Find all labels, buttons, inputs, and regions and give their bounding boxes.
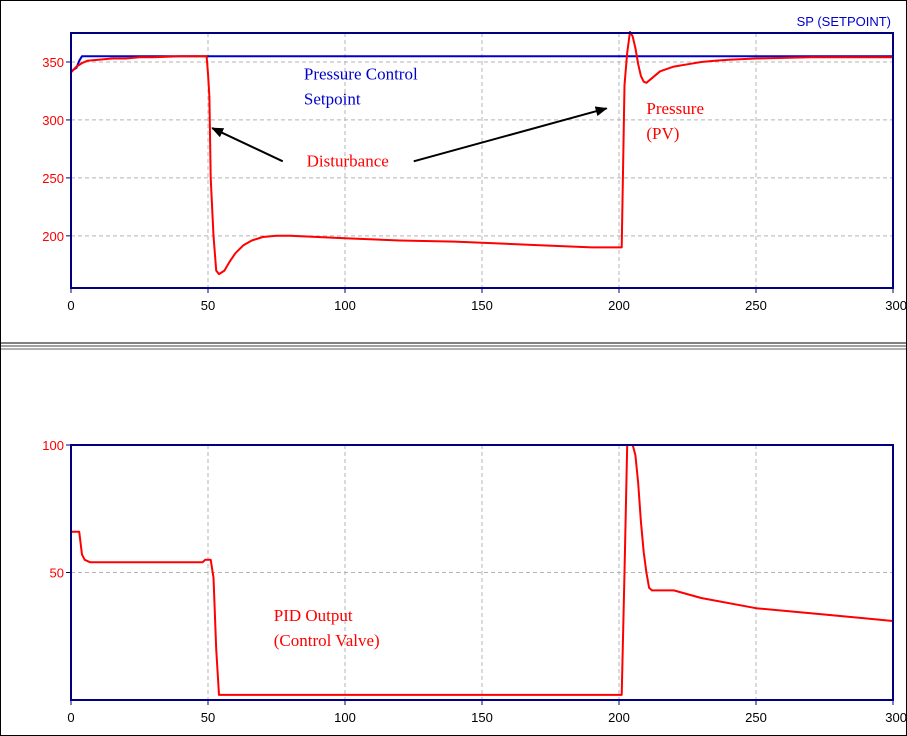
setpoint-annotation-line-0: Pressure Control (304, 64, 418, 83)
disturbance-arrow-left (211, 127, 284, 163)
pressure-ytick-label-250: 250 (42, 171, 64, 186)
disturbance-arrow-right (413, 106, 608, 163)
sp-corner-label: SP (SETPOINT) (797, 14, 891, 29)
output-plot: 0 50 100 150 200 250 300 50 100 PID Output (Contro… (42, 438, 906, 725)
output-xtick-label-0: 0 (67, 710, 74, 725)
pressure-ytick-label-350: 350 (42, 55, 64, 70)
pressure-xtick-label-250: 250 (745, 298, 767, 313)
pv-series-line (71, 31, 893, 276)
pressure-xtick-label-300: 300 (885, 298, 906, 313)
output-xtick-label-50: 50 (201, 710, 215, 725)
pv-annotation-line-1: (PV) (646, 124, 679, 143)
pressure-xtick-label-0: 0 (67, 298, 74, 313)
output-xtick-label-200: 200 (608, 710, 630, 725)
output-xtick-label-300: 300 (885, 710, 906, 725)
pressure-xtick-label-150: 150 (471, 298, 493, 313)
output-xtick-label-150: 150 (471, 710, 493, 725)
pv-annotation-line-0: Pressure (646, 99, 704, 118)
output-xtick-label-250: 250 (745, 710, 767, 725)
pressure-ytick-label-200: 200 (42, 229, 64, 244)
output-annotation-line-0: PID Output (274, 606, 353, 625)
pressure-xtick-label-200: 200 (608, 298, 630, 313)
output-ytick-label-100: 100 (42, 438, 64, 453)
output-ytick-label-50: 50 (50, 566, 64, 581)
pressure-plot: 0 50 100 150 200 250 300 200 250 300 350 SP (SETPOI… (42, 14, 906, 313)
pressure-xtick-label-100: 100 (334, 298, 356, 313)
output-series-line (71, 444, 893, 696)
disturbance-annotation: Disturbance (307, 151, 389, 170)
pressure-xtick-label-50: 50 (201, 298, 215, 313)
output-annotation-line-1: (Control Valve) (274, 631, 380, 650)
output-xtick-label-100: 100 (334, 710, 356, 725)
pressure-ytick-label-300: 300 (42, 113, 64, 128)
setpoint-annotation-line-1: Setpoint (304, 89, 361, 108)
